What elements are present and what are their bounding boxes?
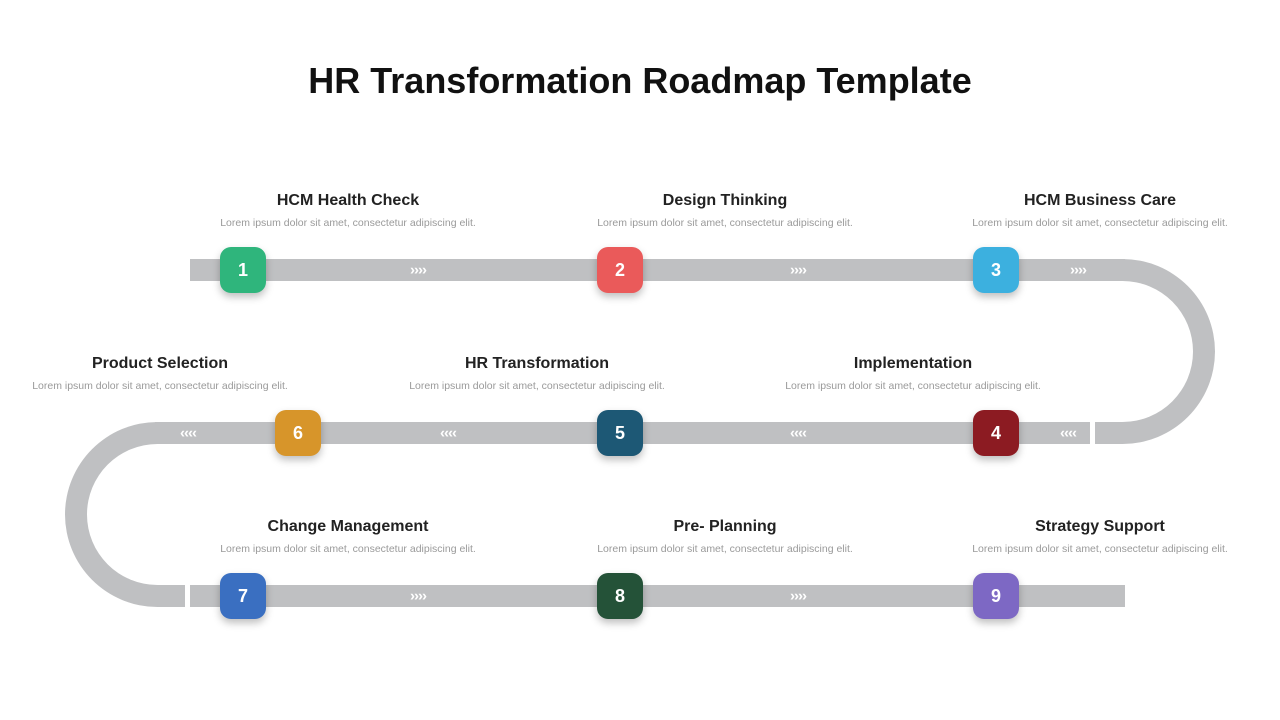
- roadmap-node-1: 1: [220, 247, 266, 293]
- roadmap-step-6: Product Selection Lorem ipsum dolor sit a…: [30, 355, 290, 393]
- step-desc: Lorem ipsum dolor sit amet, consectetur …: [783, 379, 1043, 393]
- step-desc: Lorem ipsum dolor sit amet, consectetur …: [970, 216, 1230, 230]
- chevron-right-icon: ››››: [410, 262, 424, 279]
- road-curve-left: [65, 422, 185, 607]
- roadmap-step-2: Design Thinking Lorem ipsum dolor sit ame…: [595, 192, 855, 230]
- roadmap-step-7: Change Management Lorem ipsum dolor sit a…: [218, 518, 478, 556]
- step-title: Pre- Planning: [595, 518, 855, 536]
- chevron-right-icon: ››››: [790, 262, 804, 279]
- roadmap-step-5: HR Transformation Lorem ipsum dolor sit a…: [407, 355, 667, 393]
- roadmap-step-4: Implementation Lorem ipsum dolor sit amet…: [783, 355, 1043, 393]
- roadmap-node-4: 4: [973, 410, 1019, 456]
- step-desc: Lorem ipsum dolor sit amet, consectetur …: [970, 542, 1230, 556]
- step-desc: Lorem ipsum dolor sit amet, consectetur …: [595, 542, 855, 556]
- roadmap-step-1: HCM Health Check Lorem ipsum dolor sit am…: [218, 192, 478, 230]
- step-title: HCM Health Check: [218, 192, 478, 210]
- roadmap-step-8: Pre- Planning Lorem ipsum dolor sit amet,…: [595, 518, 855, 556]
- step-title: Implementation: [783, 355, 1043, 373]
- chevron-right-icon: ››››: [410, 588, 424, 605]
- roadmap-node-6: 6: [275, 410, 321, 456]
- chevron-left-icon: ‹‹‹‹: [440, 425, 454, 442]
- step-title: HR Transformation: [407, 355, 667, 373]
- step-desc: Lorem ipsum dolor sit amet, consectetur …: [595, 216, 855, 230]
- roadmap-step-9: Strategy Support Lorem ipsum dolor sit am…: [970, 518, 1230, 556]
- step-title: Design Thinking: [595, 192, 855, 210]
- roadmap-node-2: 2: [597, 247, 643, 293]
- roadmap-node-5: 5: [597, 410, 643, 456]
- chevron-right-icon: ››››: [1070, 262, 1084, 279]
- chevron-left-icon: ‹‹‹‹: [180, 425, 194, 442]
- roadmap-node-3: 3: [973, 247, 1019, 293]
- roadmap-node-9: 9: [973, 573, 1019, 619]
- chevron-left-icon: ‹‹‹‹: [790, 425, 804, 442]
- step-desc: Lorem ipsum dolor sit amet, consectetur …: [30, 379, 290, 393]
- step-desc: Lorem ipsum dolor sit amet, consectetur …: [407, 379, 667, 393]
- step-title: HCM Business Care: [970, 192, 1230, 210]
- step-title: Change Management: [218, 518, 478, 536]
- roadmap-canvas: ›››› ›››› ›››› ‹‹‹‹ ‹‹‹‹ ‹‹‹‹ ‹‹‹‹ ›››› ›››› 1 2 3…: [0, 0, 1280, 720]
- step-desc: Lorem ipsum dolor sit amet, consectetur …: [218, 542, 478, 556]
- step-title: Strategy Support: [970, 518, 1230, 536]
- chevron-left-icon: ‹‹‹‹: [1060, 425, 1074, 442]
- step-desc: Lorem ipsum dolor sit amet, consectetur …: [218, 216, 478, 230]
- roadmap-node-7: 7: [220, 573, 266, 619]
- roadmap-node-8: 8: [597, 573, 643, 619]
- roadmap-step-3: HCM Business Care Lorem ipsum dolor sit a…: [970, 192, 1230, 230]
- road-curve-right: [1095, 259, 1215, 444]
- step-title: Product Selection: [30, 355, 290, 373]
- chevron-right-icon: ››››: [790, 588, 804, 605]
